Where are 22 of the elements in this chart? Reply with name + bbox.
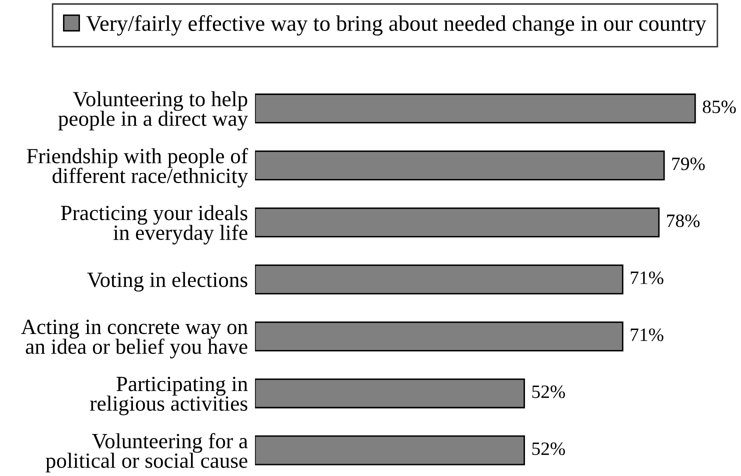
data-label: 78% <box>667 214 700 228</box>
data-label: 71% <box>630 271 664 284</box>
bar <box>255 435 525 466</box>
y-tick-label: Voting in elections <box>87 272 248 292</box>
bar <box>255 264 624 294</box>
data-label: 52% <box>532 385 565 398</box>
y-tick-label: Acting in concrete way on an idea or belief you have <box>21 320 248 358</box>
data-label: 85% <box>702 100 736 114</box>
bar <box>255 150 665 180</box>
bar <box>255 378 525 408</box>
y-tick-label: Practicing your ideals in everyday life <box>60 205 248 244</box>
bar <box>255 321 624 352</box>
y-tick-label: Volunteering for a political or social cause <box>46 432 248 472</box>
y-tick-label: Volunteering to help people in a direct way <box>58 91 248 130</box>
data-label: 52% <box>532 442 565 456</box>
y-tick-label: Friendship with people of different race/ethnicity <box>26 148 248 188</box>
bar <box>255 94 696 124</box>
data-label: 71% <box>630 328 664 342</box>
y-tick-label: Participating in religious activities <box>90 376 248 416</box>
legend-label: Very/fairly effective way to bring about needed change in our country <box>86 15 706 36</box>
bar <box>255 208 660 238</box>
data-label: 79% <box>672 158 705 170</box>
